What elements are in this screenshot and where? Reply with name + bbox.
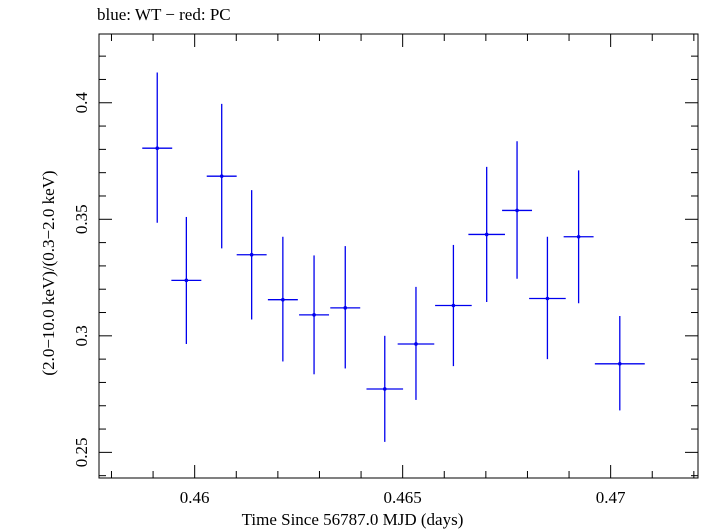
point-marker [155, 146, 160, 151]
y-tick-label: 0.4 [72, 92, 91, 114]
data-points [142, 72, 645, 442]
point-marker [484, 232, 489, 237]
point-marker [515, 208, 519, 213]
y-axis-label: (2.0−10.0 keV)/(0.3−2.0 keV) [39, 170, 58, 376]
point-marker [414, 342, 418, 346]
point-marker [617, 361, 622, 366]
axis-ticks [99, 34, 698, 478]
point-marker [451, 303, 456, 308]
data-point [366, 335, 404, 442]
data-point [299, 255, 330, 375]
point-marker [249, 252, 254, 257]
data-point [206, 103, 237, 249]
plot-frame [98, 33, 699, 479]
data-point [594, 316, 645, 411]
data-point [529, 236, 566, 360]
chart-title: blue: WT − red: PC [97, 5, 231, 24]
point-marker [576, 234, 581, 239]
point-marker [382, 387, 387, 391]
data-point [142, 72, 173, 223]
point-marker [219, 174, 224, 178]
x-tick-label: 0.47 [596, 488, 626, 507]
data-point [435, 244, 472, 367]
y-tick-label: 0.25 [72, 437, 91, 467]
data-point [171, 216, 202, 344]
data-point [468, 166, 505, 303]
x-tick-label: 0.46 [180, 488, 210, 507]
data-point [397, 286, 435, 400]
point-marker [184, 278, 189, 283]
data-point [563, 170, 594, 304]
data-point [502, 141, 533, 279]
data-point [330, 246, 361, 369]
point-marker [343, 306, 348, 310]
tick-labels: 0.46 0.465 0.47 0.25 0.3 0.35 0.4 [72, 92, 626, 507]
y-tick-label: 0.35 [72, 204, 91, 234]
point-marker [312, 313, 316, 317]
x-axis-label: Time Since 56787.0 MJD (days) [241, 510, 464, 529]
x-tick-label: 0.465 [384, 488, 422, 507]
point-marker [281, 297, 285, 302]
point-marker [545, 296, 550, 301]
data-point [236, 190, 267, 320]
y-tick-label: 0.3 [72, 325, 91, 346]
data-point [267, 236, 298, 362]
